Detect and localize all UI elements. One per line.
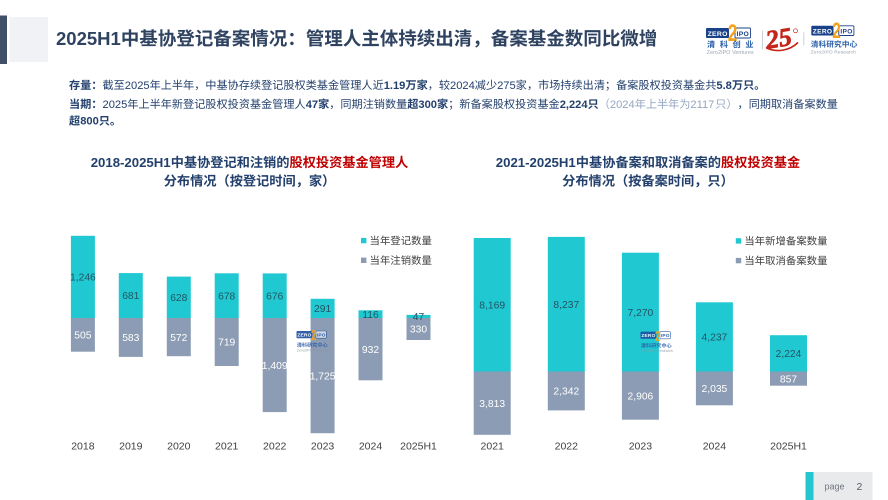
svg-text:2023: 2023 xyxy=(629,441,653,453)
svg-text:2021-2025H1: 2021-2025H1 xyxy=(496,155,576,170)
svg-text:2021: 2021 xyxy=(481,441,505,453)
svg-text:2024: 2024 xyxy=(450,80,475,92)
svg-text:2025: 2025 xyxy=(103,99,128,111)
svg-text:2022: 2022 xyxy=(263,441,287,453)
svg-text:Zero2IPO Research: Zero2IPO Research xyxy=(297,348,329,352)
svg-text:2025H1: 2025H1 xyxy=(56,28,121,49)
svg-text:2025H1: 2025H1 xyxy=(400,441,437,453)
svg-text:800: 800 xyxy=(80,116,99,128)
svg-text:7,270: 7,270 xyxy=(628,308,654,319)
svg-text:2025: 2025 xyxy=(125,80,150,92)
svg-text:1,246: 1,246 xyxy=(70,273,96,284)
svg-text:8,169: 8,169 xyxy=(479,301,505,312)
svg-text:2,342: 2,342 xyxy=(553,387,579,398)
svg-text:2024: 2024 xyxy=(359,441,383,453)
svg-text:IPO: IPO xyxy=(840,28,852,35)
svg-text:719: 719 xyxy=(218,338,235,349)
svg-text:2018-2025H1: 2018-2025H1 xyxy=(91,155,171,170)
svg-text:275: 275 xyxy=(497,80,516,92)
svg-text:2019: 2019 xyxy=(119,441,143,453)
svg-text:2020: 2020 xyxy=(167,441,191,453)
svg-text:681: 681 xyxy=(122,291,139,302)
svg-text:4,237: 4,237 xyxy=(702,333,728,344)
svg-text:2,224: 2,224 xyxy=(560,99,589,111)
svg-text:2021: 2021 xyxy=(215,441,239,453)
svg-text:Zero2IPO Research: Zero2IPO Research xyxy=(641,349,673,353)
svg-text:47: 47 xyxy=(413,312,425,323)
svg-text:2023: 2023 xyxy=(311,441,335,453)
svg-text:IPO: IPO xyxy=(737,31,750,38)
svg-text:2: 2 xyxy=(311,328,317,344)
svg-text:ZERO: ZERO xyxy=(708,31,728,38)
svg-text:300: 300 xyxy=(418,99,437,111)
svg-text:ZERO: ZERO xyxy=(813,28,833,35)
svg-text:5.8: 5.8 xyxy=(716,80,732,92)
svg-text:Zero2IPO Ventures: Zero2IPO Ventures xyxy=(707,50,754,56)
svg-text:330: 330 xyxy=(410,325,427,336)
svg-text:2: 2 xyxy=(655,328,661,344)
svg-text:47: 47 xyxy=(306,99,318,111)
svg-text:2024: 2024 xyxy=(703,441,727,453)
svg-text:932: 932 xyxy=(362,345,379,356)
svg-text:2: 2 xyxy=(832,20,841,44)
svg-text:857: 857 xyxy=(780,374,797,385)
svg-text:678: 678 xyxy=(218,291,235,302)
svg-text:Zero2IPO Research: Zero2IPO Research xyxy=(811,50,856,56)
svg-text:1,409: 1,409 xyxy=(262,361,288,372)
svg-text:1,725: 1,725 xyxy=(310,371,336,382)
svg-text:2117: 2117 xyxy=(690,99,714,111)
svg-text:IPO: IPO xyxy=(661,333,670,339)
svg-text:2024: 2024 xyxy=(610,99,635,111)
svg-text:2,224: 2,224 xyxy=(776,349,802,360)
svg-text:2,035: 2,035 xyxy=(702,384,728,395)
svg-text:628: 628 xyxy=(170,293,187,304)
svg-text:ZERO: ZERO xyxy=(297,333,311,339)
svg-text:8,237: 8,237 xyxy=(553,300,579,311)
svg-text:2,906: 2,906 xyxy=(628,391,654,402)
svg-text:505: 505 xyxy=(74,331,91,342)
svg-text:291: 291 xyxy=(314,304,331,315)
svg-text:3,813: 3,813 xyxy=(479,399,505,410)
svg-text:572: 572 xyxy=(170,333,187,344)
svg-text:2022: 2022 xyxy=(555,441,579,453)
svg-text:2025H1: 2025H1 xyxy=(770,441,807,453)
svg-text:ZERO: ZERO xyxy=(641,333,655,339)
svg-text:2: 2 xyxy=(857,481,863,493)
svg-text:IPO: IPO xyxy=(317,333,326,339)
svg-text:page: page xyxy=(825,482,845,492)
svg-text:676: 676 xyxy=(266,291,283,302)
svg-text:583: 583 xyxy=(122,333,139,344)
svg-text:2018: 2018 xyxy=(71,441,95,453)
svg-text:2: 2 xyxy=(728,20,738,46)
svg-text:1.19: 1.19 xyxy=(384,80,406,92)
svg-text:116: 116 xyxy=(362,310,379,321)
